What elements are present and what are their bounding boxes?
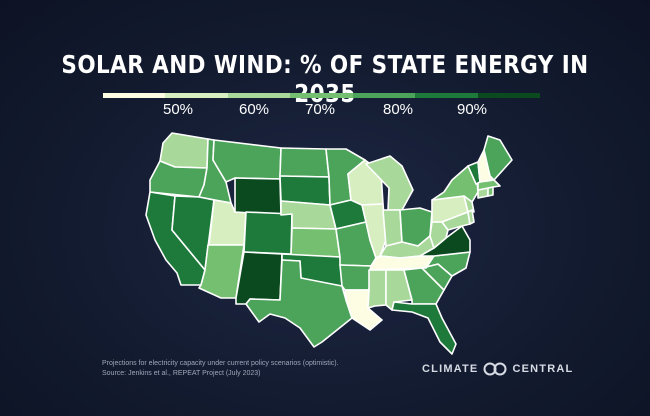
legend-swatch-2 [165,93,228,98]
state-arizona [198,244,245,299]
legend-swatch-6 [415,93,478,98]
state-mississippi [367,269,387,309]
logo-text-left: CLIMATE [422,363,479,375]
legend-label-80: 80% [382,101,414,118]
logo-text-right: CENTRAL [512,363,574,375]
state-kansas [290,227,341,258]
state-washington [159,132,209,169]
state-new-jersey [463,195,475,213]
state-new-mexico [235,251,283,305]
state-texas [245,259,353,348]
state-arkansas [339,264,372,291]
legend-swatch-1 [103,93,166,98]
logo-rings-icon [483,362,507,376]
legend-swatch-5 [352,93,416,98]
legend-label-90: 90% [456,101,488,118]
state-florida [391,301,457,355]
state-montana [212,139,282,183]
state-maine [483,135,513,181]
state-south-dakota [279,175,331,206]
state-north-dakota [279,147,330,178]
legend-swatch-3 [227,93,291,98]
state-colorado [243,211,293,255]
legend-label-70: 70% [304,101,336,118]
legend-swatch-7 [477,93,540,98]
legend-label-50: 50% [162,101,194,118]
legend-label-60: 60% [238,101,270,118]
state-michigan [365,155,414,211]
footnote-line-1: Projections for electricity capacity und… [102,360,339,367]
climate-central-logo: CLIMATE CENTRAL [422,362,573,376]
footnote: Projections for electricity capacity und… [102,359,339,379]
legend-color-bar [103,93,540,98]
state-indiana [382,209,403,247]
state-maryland [441,211,471,231]
footnote-line-2: Source: Jenkins et al., REPEAT Project (… [102,370,261,377]
state-wyoming [234,177,282,216]
legend-swatch-4 [290,93,353,98]
